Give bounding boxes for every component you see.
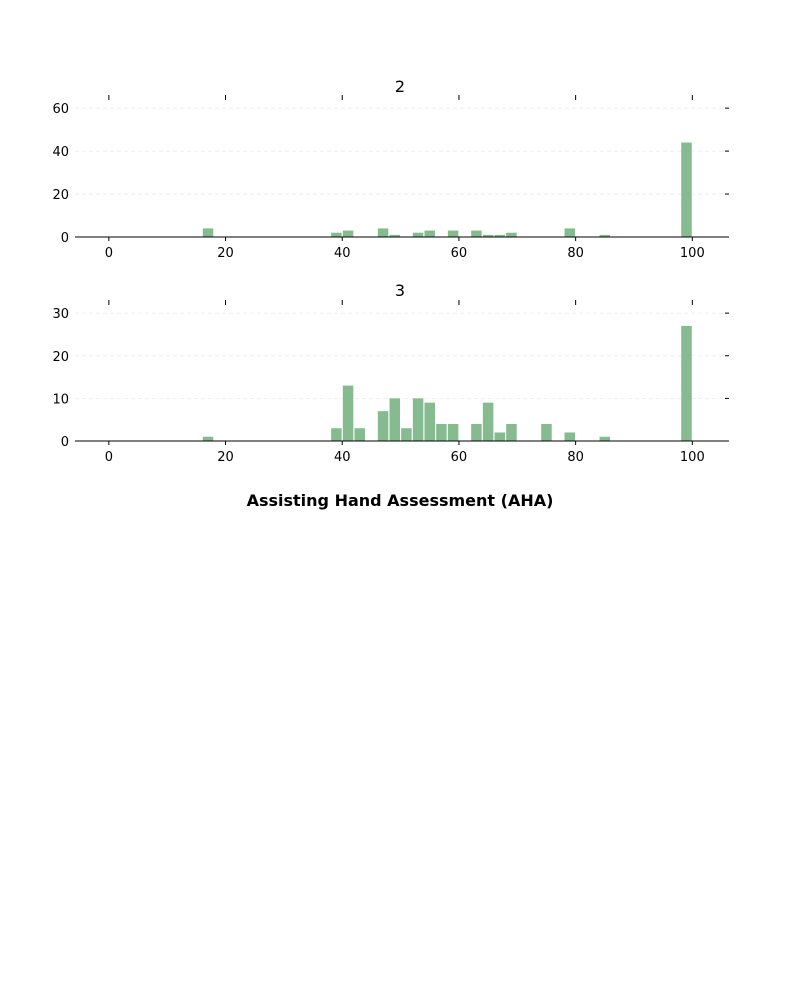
histogram-bar — [599, 234, 611, 237]
histogram-bar — [482, 402, 494, 441]
histogram-bar — [377, 411, 389, 441]
panel-3: 3 0 10 20 30 0 20 40 60 80 100 — [52, 281, 729, 465]
histogram-bar — [599, 436, 611, 441]
histogram-bar — [681, 142, 692, 237]
x-tick-label: 40 — [334, 450, 351, 465]
histogram-bar — [471, 423, 482, 441]
histogram-bar — [401, 428, 412, 441]
y-tick-label: 40 — [52, 145, 69, 160]
histogram-bar — [331, 428, 342, 441]
histogram-bar — [506, 423, 517, 441]
histogram-bar — [482, 234, 494, 237]
panel-title: 2 — [395, 77, 405, 96]
x-tick-label: 60 — [451, 450, 468, 465]
histogram-bar — [202, 228, 214, 237]
histogram-bar — [424, 402, 436, 441]
x-axis-title: Assisting Hand Assessment (AHA) — [247, 491, 554, 510]
y-tick-label: 10 — [52, 392, 69, 407]
x-tick-label: 80 — [567, 246, 584, 261]
histogram-bar — [436, 423, 447, 441]
histogram-bar — [202, 436, 214, 441]
histogram-bar — [412, 232, 424, 237]
histogram-bar — [377, 228, 389, 237]
y-tick-label: 20 — [52, 350, 69, 365]
histogram-bar — [342, 385, 354, 441]
histogram-bar — [389, 234, 400, 237]
x-tick-label: 0 — [105, 246, 113, 261]
histogram-bar — [564, 228, 576, 237]
histogram-bar — [564, 432, 576, 441]
histogram-bar — [506, 232, 517, 237]
histogram-bar — [342, 230, 354, 237]
histogram-bar — [331, 232, 342, 237]
histogram-bar — [424, 230, 436, 237]
y-tick-label: 0 — [61, 435, 69, 450]
y-tick-label: 60 — [52, 102, 69, 117]
histogram-bar — [494, 432, 506, 441]
x-tick-label: 40 — [334, 246, 351, 261]
panel-2: 2 0 20 40 60 0 20 40 60 80 100 — [52, 77, 729, 261]
x-tick-label: 100 — [680, 246, 705, 261]
histogram-bar — [681, 325, 692, 441]
x-tick-label: 20 — [217, 246, 234, 261]
x-tick-label: 80 — [567, 450, 584, 465]
x-tick-label: 60 — [451, 246, 468, 261]
y-tick-label: 20 — [52, 188, 69, 203]
panel-title: 3 — [395, 281, 405, 300]
histogram-bar — [494, 234, 506, 237]
y-tick-label: 0 — [61, 231, 69, 246]
histogram-bar — [447, 423, 459, 441]
histogram-bar — [471, 230, 482, 237]
x-tick-label: 20 — [217, 450, 234, 465]
y-tick-label: 30 — [52, 307, 69, 322]
histogram-bar — [447, 230, 459, 237]
histogram-bar — [541, 423, 552, 441]
histogram-bar — [412, 398, 424, 441]
x-tick-label: 100 — [680, 450, 705, 465]
histogram-bar — [389, 398, 400, 441]
x-tick-label: 0 — [105, 450, 113, 465]
histogram-bar — [354, 428, 365, 441]
